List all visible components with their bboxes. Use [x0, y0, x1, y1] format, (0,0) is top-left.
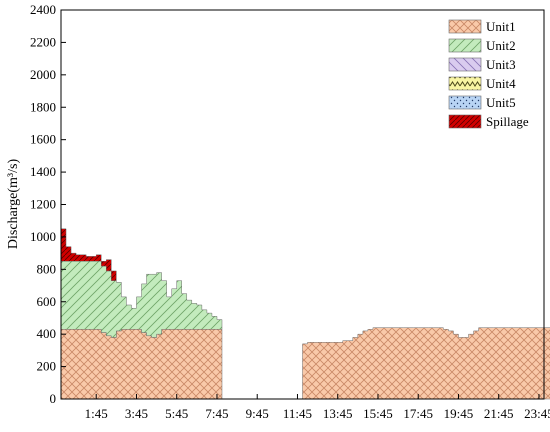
- legend-label-unit4: Unit4: [486, 76, 516, 91]
- y-axis-label: Discharge(m³/s): [6, 159, 21, 250]
- legend-label-spillage: Spillage: [486, 114, 529, 129]
- x-tick-label: 17:45: [403, 406, 433, 421]
- legend-label-unit5: Unit5: [486, 95, 516, 110]
- y-axis-ticks: 0 200 400 600 800 1000 1200 1400 1600 1800 2000 220…: [30, 2, 66, 406]
- y-tick-label: 600: [37, 294, 57, 309]
- y-tick-label: 800: [37, 261, 57, 276]
- y-tick-label: 1400: [30, 164, 56, 179]
- legend-label-unit2: Unit2: [486, 38, 516, 53]
- y-tick-label: 1600: [30, 132, 56, 147]
- legend-label-unit1: Unit1: [486, 19, 516, 34]
- legend-label-unit3: Unit3: [486, 57, 516, 72]
- x-tick-label: 23:45: [524, 406, 550, 421]
- x-tick-label: 19:45: [444, 406, 474, 421]
- y-tick-label: 2000: [30, 67, 56, 82]
- x-tick-label: 3:45: [125, 406, 148, 421]
- legend-swatch-unit2: [448, 38, 482, 53]
- y-tick-label: 1800: [30, 99, 56, 114]
- x-tick-label: 21:45: [484, 406, 514, 421]
- area-layers: [60, 228, 550, 400]
- y-tick-label: 200: [37, 359, 57, 374]
- legend-swatch-unit5: [448, 95, 482, 110]
- y-tick-label: 1200: [30, 197, 56, 212]
- x-axis-ticks: 1:45 3:45 5:45 7:45 9:45 11:45 13:45 15:45 17:45…: [85, 394, 550, 421]
- x-tick-label: 7:45: [205, 406, 228, 421]
- x-tick-label: 13:45: [323, 406, 353, 421]
- y-tick-label: 400: [37, 326, 57, 341]
- legend-swatch-unit1: [448, 19, 482, 34]
- y-tick-label: 1000: [30, 229, 56, 244]
- series-area-unit2: [60, 260, 223, 338]
- series-area-unit1: [60, 327, 550, 400]
- legend-swatch-spillage: [448, 114, 482, 129]
- x-tick-label: 1:45: [85, 406, 108, 421]
- x-tick-label: 5:45: [165, 406, 188, 421]
- x-tick-label: 15:45: [363, 406, 393, 421]
- y-tick-label: 0: [50, 391, 57, 406]
- y-tick-label: 2400: [30, 2, 56, 17]
- legend-swatch-unit3: [448, 57, 482, 72]
- legend-swatch-unit4: [448, 76, 482, 91]
- x-tick-label: 9:45: [246, 406, 269, 421]
- y-tick-label: 2200: [30, 34, 56, 49]
- series-area-spillage: [60, 228, 117, 281]
- legend: Unit1 Unit2 Unit3 Unit4 Unit5 Spillage: [448, 19, 529, 129]
- x-tick-label: 11:45: [283, 406, 312, 421]
